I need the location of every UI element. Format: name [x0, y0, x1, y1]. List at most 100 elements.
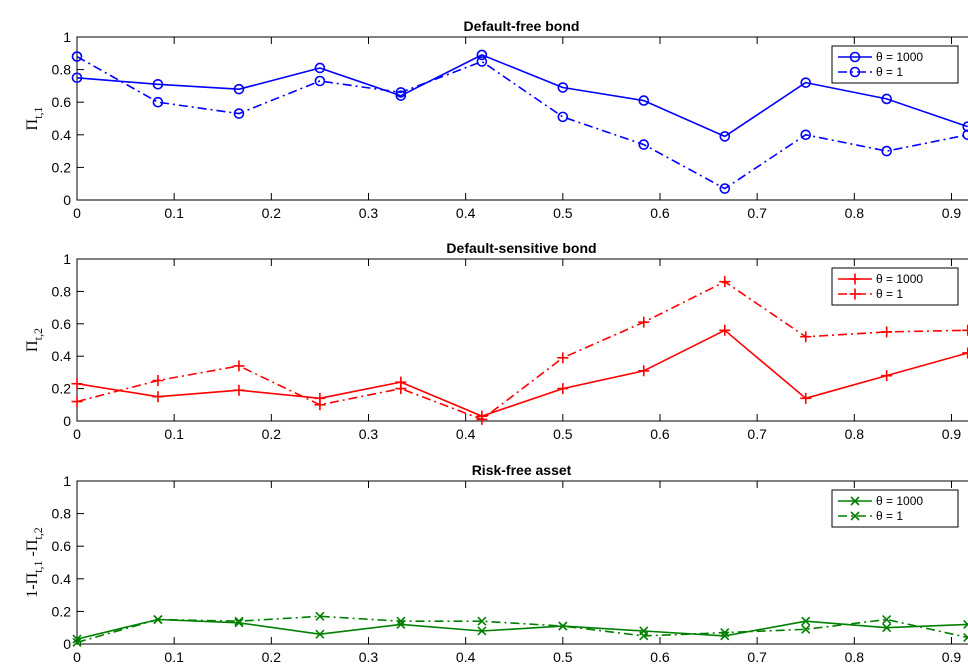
data-point — [719, 324, 731, 336]
x-tick-label: 0.9 — [942, 426, 962, 442]
data-point — [881, 326, 893, 338]
legend-box — [831, 489, 959, 528]
data-point — [395, 90, 407, 101]
legend-label: θ = 1000 — [876, 50, 923, 64]
series-line — [76, 329, 968, 417]
y-tick-label: 0 — [63, 192, 71, 208]
data-point — [800, 392, 812, 404]
y-tick-label: 0.2 — [52, 603, 72, 619]
data-point — [314, 75, 326, 87]
chart-title: Default-free bond — [464, 18, 580, 34]
data-point — [152, 78, 164, 90]
data-point — [234, 616, 244, 626]
y-axis-label: Πt,2 — [24, 328, 45, 352]
legend-label: θ = 1 — [876, 287, 903, 301]
y-tick-label: 1 — [63, 473, 71, 489]
legend-label: θ = 1 — [876, 65, 903, 79]
legend-label: θ = 1000 — [876, 494, 923, 508]
x-tick-label: 0.4 — [456, 649, 476, 664]
x-tick-label: 0.6 — [650, 426, 670, 442]
y-axis-label-mid: -Π — [24, 539, 41, 560]
data-point — [882, 623, 892, 633]
x-tick-label: 0.7 — [747, 205, 767, 221]
data-point — [72, 637, 82, 647]
axes-box — [76, 480, 968, 645]
data-point — [881, 145, 892, 157]
x-tick-label: 0.1 — [164, 426, 184, 442]
data-point — [395, 383, 407, 395]
data-point — [719, 276, 731, 288]
data-point — [314, 62, 326, 74]
data-point — [152, 391, 164, 403]
data-point — [638, 95, 650, 106]
data-point — [71, 378, 83, 390]
data-point — [314, 399, 326, 411]
series-line — [76, 55, 968, 190]
data-point — [234, 618, 244, 628]
x-tick-label: 0.8 — [845, 205, 865, 221]
y-tick-label: 0.6 — [52, 316, 72, 332]
data-point — [720, 628, 730, 638]
legend-marker — [850, 511, 860, 521]
series-2 — [71, 51, 968, 194]
legend-label: θ = 1000 — [876, 272, 923, 286]
data-point — [71, 51, 83, 62]
x-tick-label: 0.9 — [942, 649, 962, 664]
data-point — [233, 384, 245, 396]
data-point — [881, 370, 893, 382]
data-point — [396, 616, 406, 626]
x-tick-label: 0.8 — [845, 426, 865, 442]
data-point — [476, 56, 488, 67]
legend-marker — [849, 288, 861, 300]
y-tick-label: 0.8 — [52, 62, 72, 78]
y-axis-label-main: Π — [24, 118, 41, 130]
series-line — [76, 618, 968, 640]
x-tick-label: 0.2 — [262, 426, 282, 442]
data-point — [153, 614, 163, 625]
data-point — [558, 621, 568, 631]
chart-panel-2: 0 0.1 0.2 0.3 0.4 0.5 0.6 0.7 0.8 0.9 0 0.2 0.4 0.6 0.… — [24, 240, 968, 442]
data-point — [639, 631, 649, 641]
data-point — [638, 316, 650, 328]
data-point — [719, 183, 731, 194]
legend-marker — [850, 496, 860, 506]
plot-area — [77, 37, 968, 200]
legend-marker — [849, 51, 861, 63]
data-point — [476, 49, 488, 61]
data-point — [800, 129, 812, 141]
x-tick-label: 0.7 — [747, 649, 767, 664]
x-tick-label: 0 — [73, 205, 81, 221]
y-axis-label-sub: t,1 — [31, 561, 45, 573]
x-tick-label: 0.8 — [845, 649, 865, 664]
x-tick-label: 0.3 — [359, 649, 379, 664]
data-point — [557, 383, 569, 395]
data-point — [315, 611, 325, 621]
y-tick-label: 0.2 — [52, 381, 72, 397]
data-point — [557, 352, 569, 364]
data-point — [638, 139, 650, 150]
series-line — [76, 615, 968, 644]
y-axis-label-main: Π — [24, 340, 41, 352]
chart-panel-1: 0 0.1 0.2 0.3 0.4 0.5 0.6 0.7 0.8 0.9 0 0.2 0.4 0.6 0.… — [24, 18, 968, 221]
x-tick-label: 0.2 — [262, 649, 282, 664]
data-point — [719, 131, 731, 142]
y-tick-label: 1 — [63, 251, 71, 267]
data-point — [801, 616, 811, 626]
axes-box — [76, 258, 968, 422]
y-tick-label: 0 — [63, 636, 71, 652]
y-tick-label: 0.2 — [52, 159, 72, 175]
series-1 — [71, 324, 968, 422]
data-point — [233, 108, 245, 119]
data-point — [152, 375, 164, 386]
chart-title: Default-sensitive bond — [446, 240, 596, 256]
y-axis-label: Πt,1 — [24, 107, 45, 131]
x-tick-label: 0.5 — [553, 205, 573, 221]
series-line — [76, 280, 968, 421]
series-line — [76, 54, 968, 138]
y-axis-label-sub2: t,2 — [31, 527, 45, 539]
chart-title: Risk-free asset — [472, 462, 572, 478]
y-tick-label: 0.8 — [52, 506, 72, 522]
